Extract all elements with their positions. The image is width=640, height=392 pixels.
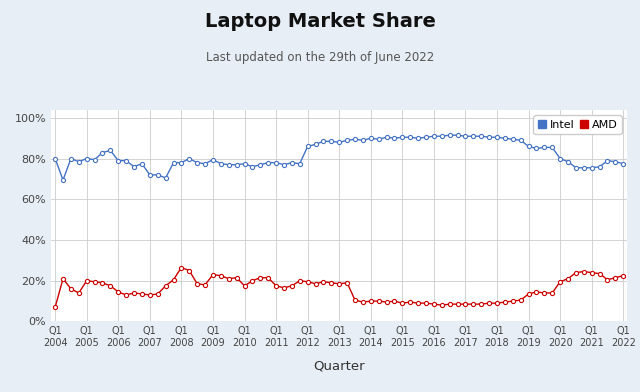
Text: Laptop Market Share: Laptop Market Share (205, 12, 435, 31)
Legend: Intel, AMD: Intel, AMD (533, 115, 621, 134)
Text: Last updated on the 29th of June 2022: Last updated on the 29th of June 2022 (206, 51, 434, 64)
X-axis label: Quarter: Quarter (314, 359, 365, 372)
